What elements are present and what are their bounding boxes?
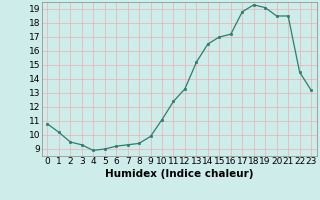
- X-axis label: Humidex (Indice chaleur): Humidex (Indice chaleur): [105, 169, 253, 179]
